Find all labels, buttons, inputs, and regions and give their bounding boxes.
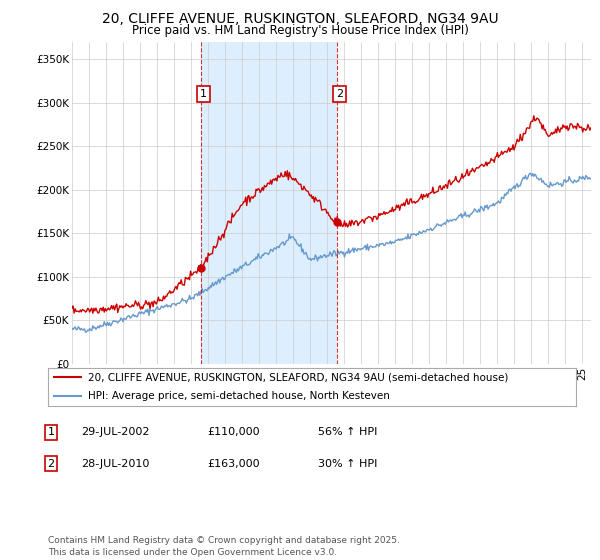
Text: 56% ↑ HPI: 56% ↑ HPI <box>318 427 377 437</box>
Text: HPI: Average price, semi-detached house, North Kesteven: HPI: Average price, semi-detached house,… <box>88 391 389 402</box>
Text: 30% ↑ HPI: 30% ↑ HPI <box>318 459 377 469</box>
Text: £163,000: £163,000 <box>207 459 260 469</box>
Text: Contains HM Land Registry data © Crown copyright and database right 2025.
This d: Contains HM Land Registry data © Crown c… <box>48 536 400 557</box>
Text: Price paid vs. HM Land Registry's House Price Index (HPI): Price paid vs. HM Land Registry's House … <box>131 24 469 36</box>
Text: 2: 2 <box>336 89 343 99</box>
Text: 29-JUL-2002: 29-JUL-2002 <box>81 427 149 437</box>
Text: 20, CLIFFE AVENUE, RUSKINGTON, SLEAFORD, NG34 9AU (semi-detached house): 20, CLIFFE AVENUE, RUSKINGTON, SLEAFORD,… <box>88 372 508 382</box>
Bar <box>201 42 337 364</box>
Text: 2: 2 <box>47 459 55 469</box>
Text: 28-JUL-2010: 28-JUL-2010 <box>81 459 149 469</box>
Text: 1: 1 <box>200 89 207 99</box>
Text: 1: 1 <box>47 427 55 437</box>
Text: £110,000: £110,000 <box>207 427 260 437</box>
Text: 20, CLIFFE AVENUE, RUSKINGTON, SLEAFORD, NG34 9AU: 20, CLIFFE AVENUE, RUSKINGTON, SLEAFORD,… <box>101 12 499 26</box>
